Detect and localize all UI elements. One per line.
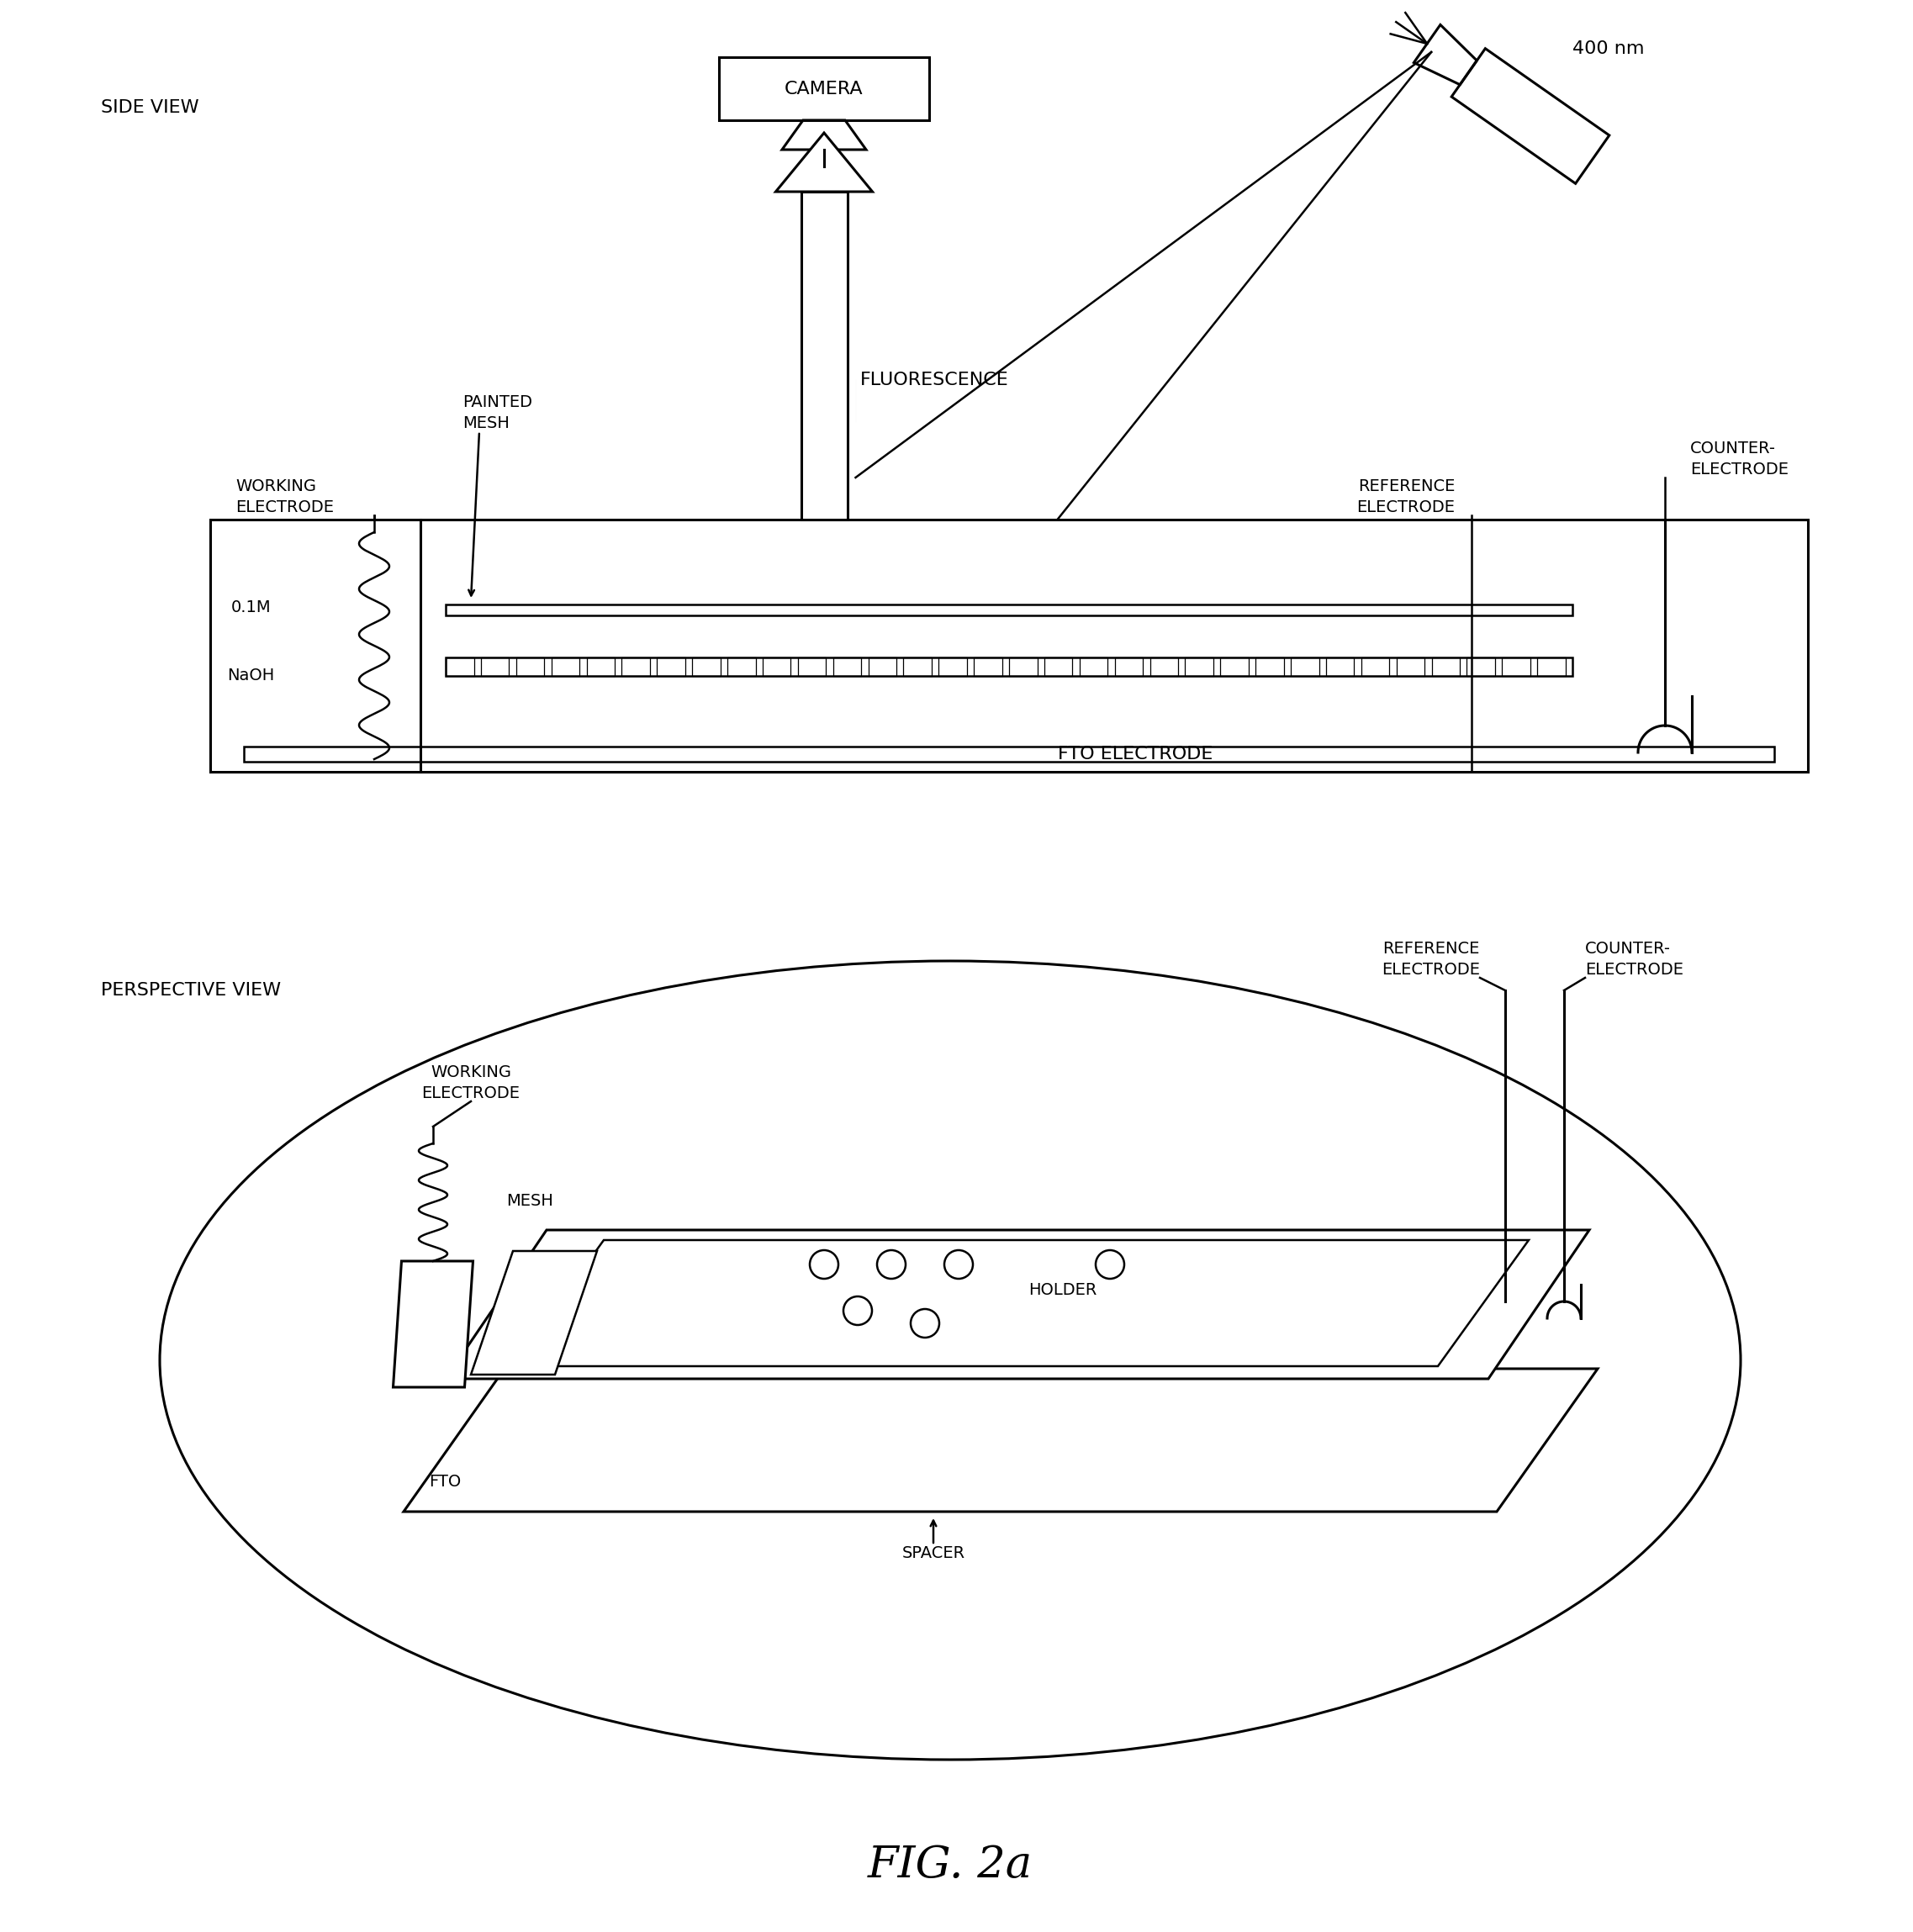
Text: SIDE VIEW: SIDE VIEW (101, 99, 199, 116)
Bar (1396, 657, 1425, 676)
Bar (243, 746, 1773, 761)
Bar (1115, 657, 1142, 676)
Bar (1291, 657, 1318, 676)
Bar (1326, 657, 1354, 676)
Bar (1220, 657, 1249, 676)
Text: FTO ELECTRODE: FTO ELECTRODE (1058, 746, 1213, 763)
Bar (1008, 657, 1037, 676)
Text: COUNTER-
ELECTRODE: COUNTER- ELECTRODE (1586, 941, 1683, 978)
Bar (974, 657, 1002, 676)
Bar (1538, 657, 1565, 676)
Bar (446, 605, 1572, 616)
Bar (719, 58, 930, 120)
Text: WORKING
ELECTRODE: WORKING ELECTRODE (235, 479, 335, 516)
Text: PAINTED
MESH: PAINTED MESH (463, 394, 532, 431)
Bar (517, 657, 545, 676)
Text: REFERENCE
ELECTRODE: REFERENCE ELECTRODE (1356, 479, 1454, 516)
Bar (1044, 657, 1073, 676)
Bar (763, 657, 790, 676)
Text: COUNTER-
ELECTRODE: COUNTER- ELECTRODE (1691, 440, 1789, 477)
Bar (1150, 657, 1178, 676)
Text: REFERENCE
ELECTRODE: REFERENCE ELECTRODE (1381, 941, 1481, 978)
Bar (802, 191, 847, 520)
Bar (693, 657, 721, 676)
Bar (551, 657, 580, 676)
Text: FTO: FTO (429, 1474, 461, 1490)
Text: HOLDER: HOLDER (1029, 1283, 1096, 1298)
Bar (939, 657, 966, 676)
Text: MESH: MESH (507, 1192, 553, 1209)
Text: FLUORESCENCE: FLUORESCENCE (859, 371, 1008, 388)
Bar (1502, 657, 1530, 676)
Bar (622, 657, 650, 676)
Bar (903, 657, 932, 676)
Bar (480, 657, 509, 676)
Bar (1186, 657, 1213, 676)
Text: NaOH: NaOH (228, 668, 274, 684)
Polygon shape (775, 133, 872, 191)
Bar (798, 657, 826, 676)
Polygon shape (513, 1240, 1528, 1366)
Text: WORKING
ELECTRODE: WORKING ELECTRODE (421, 1065, 520, 1101)
Bar (832, 657, 861, 676)
Bar (1362, 657, 1389, 676)
Text: SPACER: SPACER (901, 1546, 964, 1561)
Polygon shape (446, 1231, 1590, 1379)
Text: 0.1M: 0.1M (231, 599, 272, 616)
Bar (1467, 657, 1494, 676)
Bar (727, 657, 756, 676)
Bar (210, 520, 1808, 771)
Bar (587, 657, 614, 676)
Text: FIG. 2a: FIG. 2a (869, 1843, 1033, 1886)
Bar (656, 657, 685, 676)
Polygon shape (404, 1368, 1597, 1511)
Bar (869, 657, 897, 676)
Bar (1079, 657, 1108, 676)
Bar (446, 657, 474, 676)
Text: PERSPECTIVE VIEW: PERSPECTIVE VIEW (101, 981, 281, 999)
Polygon shape (471, 1252, 597, 1374)
Text: 400 nm: 400 nm (1572, 41, 1645, 58)
Polygon shape (392, 1262, 473, 1387)
Bar (1431, 657, 1460, 676)
Bar (446, 657, 1572, 676)
Bar (1255, 657, 1284, 676)
Text: CAMERA: CAMERA (784, 81, 863, 97)
